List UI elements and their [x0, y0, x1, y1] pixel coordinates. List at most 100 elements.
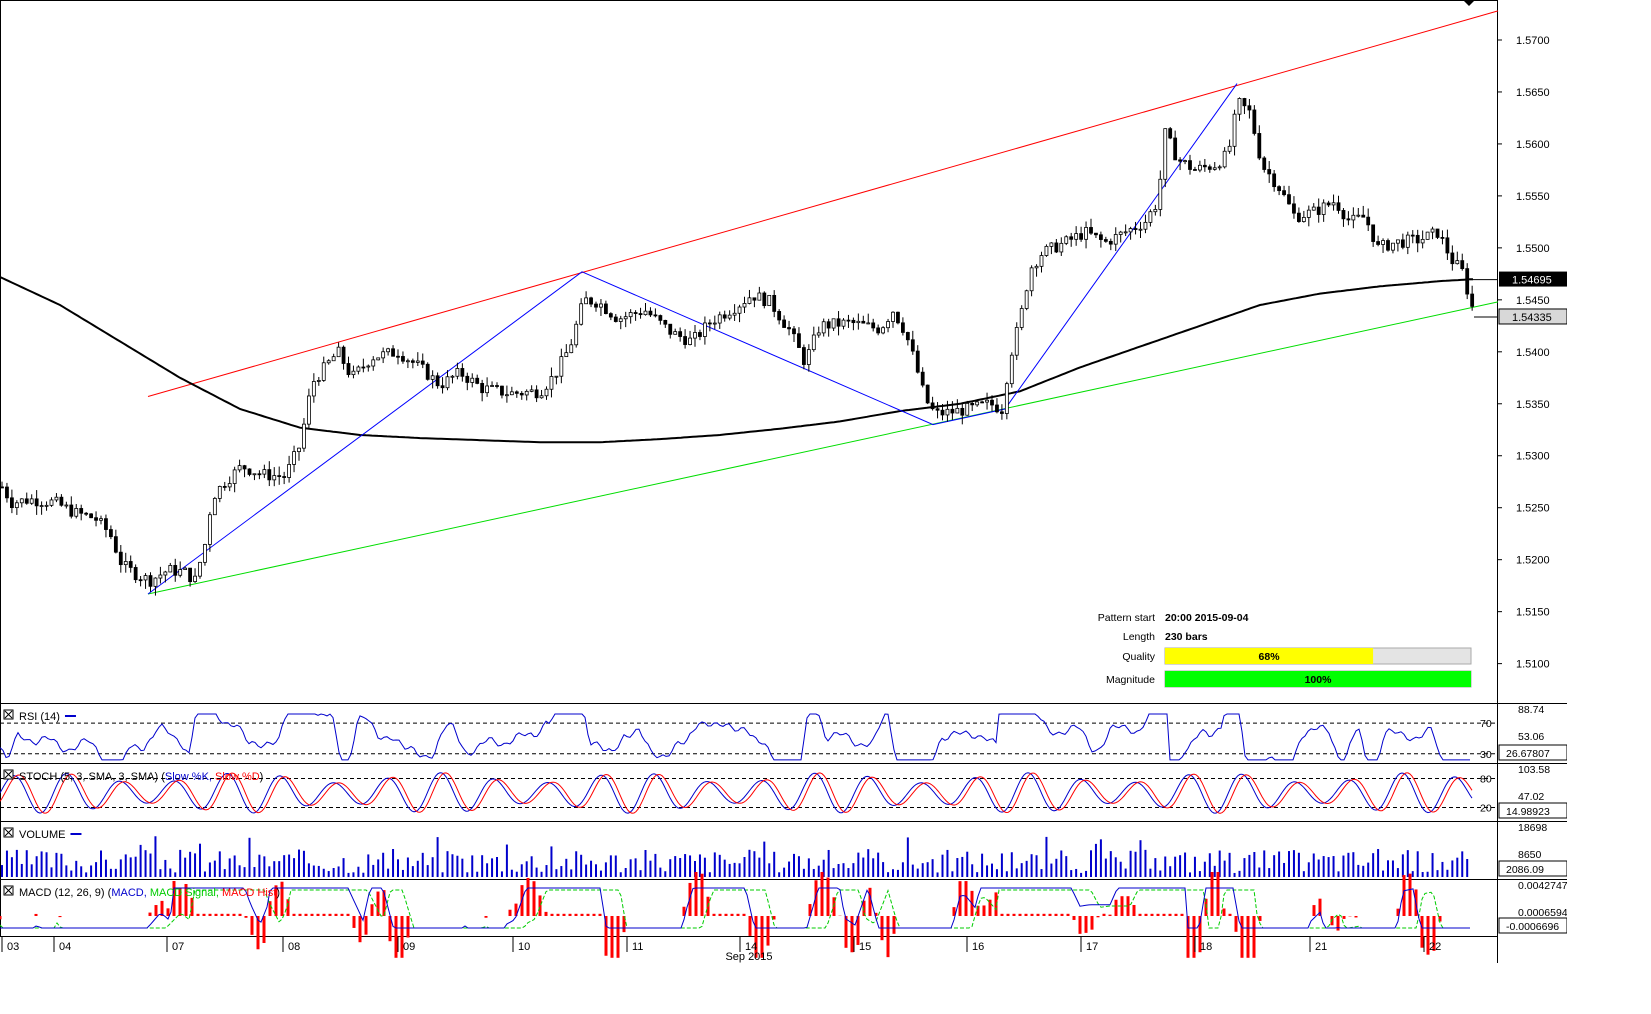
candle-body [1247, 105, 1252, 111]
panel-axis-label: 18698 [1518, 822, 1547, 834]
info-value: 230 bars [1165, 631, 1208, 643]
candle-body [207, 514, 212, 545]
candle-body [34, 498, 39, 507]
candle-body [1188, 160, 1192, 170]
candle-body [69, 504, 74, 517]
candle-body [188, 567, 193, 583]
candle-body [49, 499, 54, 506]
time-tick-label: 14 [745, 941, 757, 953]
candle-body [1346, 218, 1351, 221]
candle-body [287, 464, 292, 478]
candle-body [302, 423, 306, 449]
candle-body [336, 346, 341, 358]
candle-body [747, 297, 752, 304]
candle-body [564, 352, 569, 358]
candle-body [118, 551, 123, 566]
candle-body [663, 319, 668, 325]
candle-body [1000, 411, 1004, 414]
candle-body [1405, 234, 1410, 248]
panel-current-value: 26.67807 [1506, 748, 1550, 760]
price-tick-label: 1.5200 [1516, 555, 1550, 567]
candle-body [955, 407, 960, 414]
candle-body [5, 486, 9, 499]
price-tick-label: 1.5350 [1516, 399, 1550, 411]
candle-body [861, 320, 866, 324]
candle-body [1138, 228, 1143, 231]
candle-body [475, 377, 480, 384]
candle-body [59, 496, 64, 506]
candle-body [1039, 255, 1044, 267]
candle-body [1386, 240, 1390, 251]
candle-body [1158, 178, 1163, 210]
candle-body [1069, 236, 1074, 240]
candle-body [1009, 354, 1014, 385]
candle-body [871, 322, 876, 329]
candle-body [1123, 231, 1128, 234]
candle-body [173, 565, 178, 576]
legend-series: MACD Hist [222, 887, 276, 899]
price-tick-label: 1.5450 [1516, 295, 1550, 307]
candle-body [980, 401, 984, 404]
candle-body [104, 518, 108, 530]
candle-body [490, 385, 494, 387]
stoch-d-line [0, 772, 1473, 814]
candle-body [1272, 173, 1277, 188]
candle-body [1054, 242, 1059, 253]
candle-body [613, 316, 618, 322]
candle-body [1455, 260, 1460, 265]
candle-body [554, 375, 559, 378]
candle-body [262, 469, 267, 475]
candle-body [331, 356, 336, 362]
candle-body [1435, 228, 1440, 238]
candle-body [896, 311, 900, 324]
candle-body [797, 333, 801, 348]
candle-body [1014, 327, 1019, 356]
candle-body [717, 314, 722, 324]
candle-body [1128, 228, 1133, 233]
candle-body [455, 368, 460, 377]
price-tag-bottom: 1.54335 [1512, 312, 1552, 324]
candle-body [925, 384, 930, 404]
candle-body [1396, 239, 1400, 244]
price-tick-label: 1.5100 [1516, 659, 1550, 671]
price-tag-top: 1.54695 [1512, 275, 1552, 287]
candle-body [628, 312, 633, 318]
candle-body [950, 408, 955, 414]
price-tick-label: 1.5700 [1516, 35, 1550, 47]
candle-body [1366, 216, 1371, 226]
candle-body [1173, 137, 1178, 161]
price-tag-box [1498, 308, 1567, 325]
candle-body [415, 360, 420, 363]
candle-body [1470, 293, 1475, 307]
info-bar-value: 68% [1259, 651, 1281, 663]
candle-body [1440, 237, 1445, 239]
level-label: 20 [1480, 802, 1492, 814]
candle-body [1400, 239, 1405, 248]
candle-body [371, 359, 376, 367]
candle-body [1079, 233, 1083, 240]
candle-body [712, 322, 717, 325]
candle-body [44, 504, 49, 507]
candle-body [787, 327, 791, 330]
candle-body [1420, 238, 1425, 244]
price-tick-label: 1.5550 [1516, 191, 1550, 203]
candle-body [673, 331, 678, 335]
candle-body [425, 363, 430, 380]
candle-body [504, 394, 509, 397]
candle-body [460, 368, 465, 377]
panel-current-value: 2086.09 [1506, 864, 1544, 876]
candle-body [1371, 224, 1376, 242]
candle-body [356, 366, 361, 372]
candle-body [975, 401, 980, 406]
info-label: Pattern start [1098, 612, 1155, 624]
scroll-marker-icon[interactable] [1463, 0, 1475, 6]
candle-body [638, 313, 643, 316]
candle-body [212, 498, 217, 516]
candle-body [1004, 383, 1009, 414]
candle-body [529, 389, 534, 392]
candle-body [39, 505, 44, 507]
candle-body [524, 390, 529, 396]
candle-body [1118, 231, 1123, 235]
candle-body [1292, 203, 1296, 214]
candle-body [851, 319, 856, 324]
